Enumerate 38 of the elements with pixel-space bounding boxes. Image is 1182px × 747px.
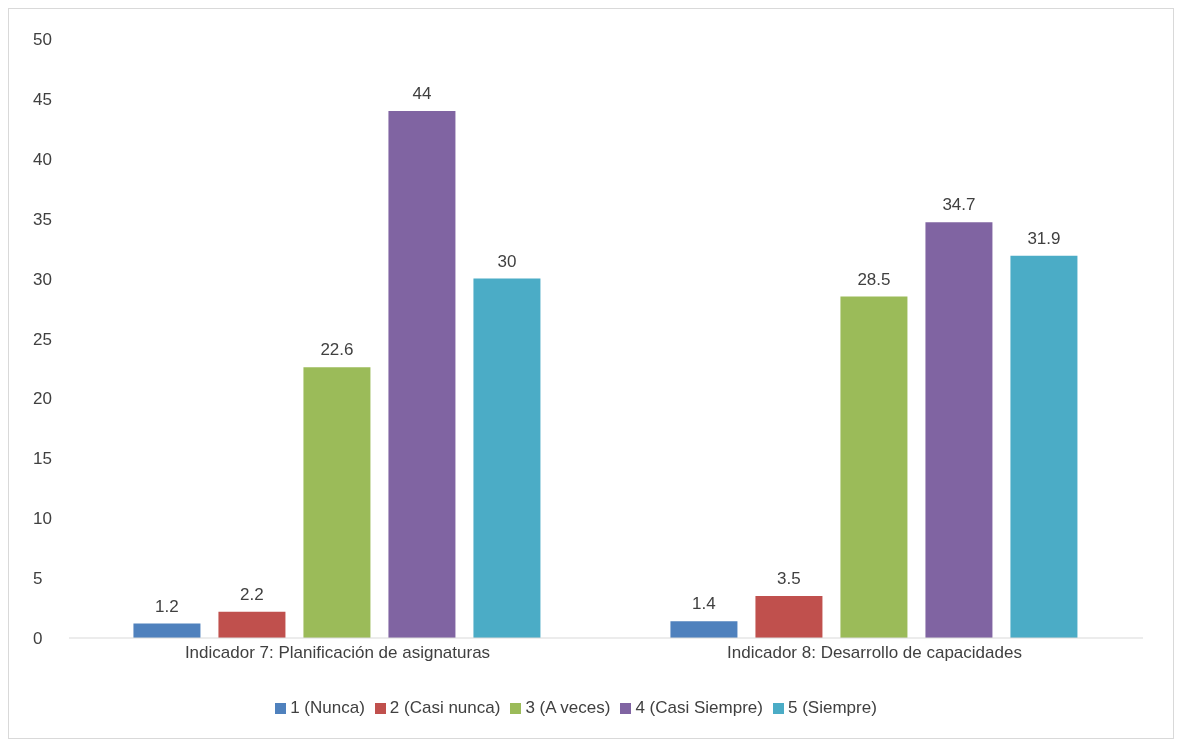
- legend-label: 5 (Siempre): [787, 698, 877, 717]
- bar: [303, 367, 371, 638]
- y-tick-label: 45: [33, 89, 52, 109]
- bar: [670, 621, 738, 638]
- bar: [473, 278, 541, 638]
- legend-label: 3 (A veces): [525, 698, 611, 717]
- data-label: 1.4: [692, 594, 716, 614]
- x-tick-label: Indicador 7: Planificación de asignaturas: [184, 643, 491, 663]
- legend-label: 4 (Casi Siempre): [635, 698, 763, 717]
- bar: [388, 110, 456, 638]
- data-label: 28.5: [857, 269, 891, 289]
- bar: [1010, 255, 1078, 638]
- x-tick-label: Indicador 8: Desarrollo de capacidades: [727, 643, 1022, 663]
- bar: [755, 596, 823, 638]
- data-label: 30: [497, 251, 517, 271]
- y-tick-label: 15: [33, 449, 52, 469]
- y-tick-label: 40: [33, 149, 52, 169]
- data-label: 2.2: [240, 584, 264, 604]
- data-label: 31.9: [1027, 228, 1061, 248]
- y-tick-label: 25: [33, 329, 52, 349]
- legend-label: 2 (Casi nunca): [389, 698, 501, 717]
- data-label: 44: [412, 83, 432, 103]
- bar: [133, 623, 201, 638]
- y-tick-label: 10: [33, 509, 52, 529]
- data-label: 22.6: [320, 340, 354, 360]
- data-label: 1.2: [155, 596, 179, 616]
- bar: [925, 222, 993, 638]
- data-label: 3.5: [777, 569, 801, 589]
- y-tick-label: 50: [33, 30, 52, 50]
- legend-label: 1 (Nunca): [290, 698, 365, 717]
- y-tick-label: 35: [33, 209, 52, 229]
- y-tick-label: 20: [33, 389, 52, 409]
- bar: [218, 611, 286, 638]
- y-tick-label: 30: [33, 269, 52, 289]
- y-tick-label: 0: [33, 629, 43, 649]
- bar: [840, 296, 908, 638]
- y-tick-label: 5: [33, 569, 43, 589]
- data-label: 34.7: [942, 195, 976, 215]
